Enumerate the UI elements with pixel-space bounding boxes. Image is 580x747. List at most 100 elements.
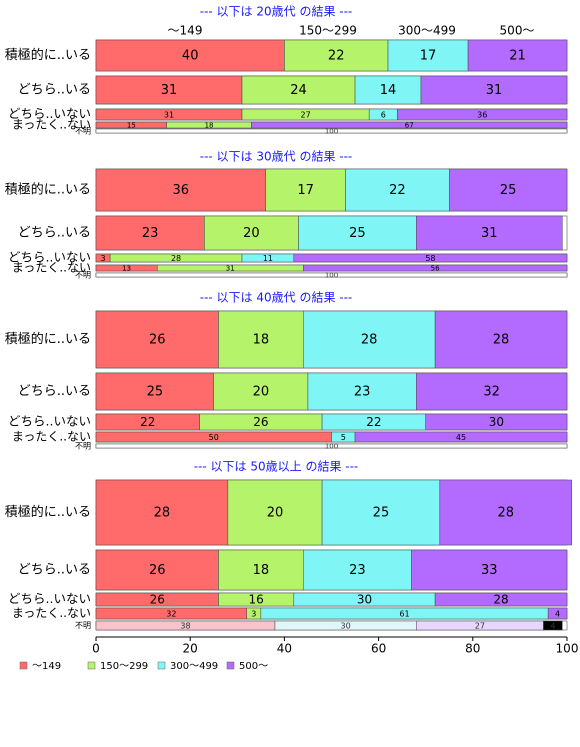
bar-segment [251, 121, 568, 129]
data-label: 28 [171, 254, 181, 263]
legend-swatch [19, 661, 28, 670]
x-tick-label: 40 [277, 642, 292, 656]
bar-segment [95, 272, 568, 278]
bar-segment [95, 39, 285, 72]
data-label: 22 [328, 49, 345, 64]
data-label: 26 [253, 415, 268, 429]
data-label: 18 [205, 122, 214, 130]
category-label: 不明 [75, 271, 91, 280]
data-label: 40 [182, 49, 199, 64]
data-label: 18 [253, 563, 270, 578]
data-label: 27 [301, 111, 311, 120]
legend-swatch [87, 661, 96, 670]
bar-segment [354, 75, 422, 105]
data-label: 26 [150, 593, 165, 607]
bar-segment [218, 549, 304, 591]
bar-segment [420, 75, 568, 105]
bar-segment [95, 443, 568, 449]
bar-segment [307, 372, 417, 411]
data-label: 24 [290, 83, 307, 98]
data-label: 100 [325, 272, 338, 280]
data-label: 30 [357, 593, 372, 607]
bar-segment [204, 215, 299, 251]
category-label: 不明 [75, 127, 91, 136]
data-label: 16 [248, 593, 263, 607]
category-label: まったく..ない [12, 261, 91, 275]
data-label: 45 [456, 433, 466, 442]
bar-segment [95, 310, 219, 369]
bar-segment [449, 168, 568, 212]
data-label: 50 [209, 433, 219, 442]
category-label: 積極的に..いる [5, 331, 91, 347]
bar-segment [345, 168, 450, 212]
bar-segment [95, 549, 219, 591]
bar-segment [218, 310, 304, 369]
data-label: 5 [341, 433, 346, 442]
category-label: 積極的に..いる [5, 47, 91, 63]
data-label: 26 [149, 563, 166, 578]
data-label: 31 [486, 83, 503, 98]
category-label: どちら..いる [18, 83, 91, 98]
data-label: 27 [475, 622, 485, 631]
data-label: 23 [349, 563, 366, 578]
category-label: 不明 [75, 621, 91, 630]
category-label: 不明 [75, 442, 91, 451]
bar-segment [439, 479, 572, 546]
data-label: 4 [555, 610, 560, 619]
bar-segment [397, 108, 568, 121]
column-header-label: 300～499 [398, 24, 456, 38]
bar-segment [321, 479, 441, 546]
bar-segment [95, 372, 214, 411]
bar-segment [425, 413, 568, 431]
bar-segment [302, 310, 436, 369]
data-label: 23 [354, 385, 371, 400]
data-label: 100 [325, 443, 338, 451]
column-header-label: ～149 [168, 24, 203, 38]
data-label: 22 [140, 415, 155, 429]
data-label: 36 [173, 183, 190, 198]
data-label: 20 [253, 385, 270, 400]
data-label: 28 [493, 593, 508, 607]
category-label: どちら..いる [18, 384, 91, 399]
data-label: 67 [405, 122, 414, 130]
data-label: 6 [381, 111, 386, 120]
legend-swatch [226, 661, 235, 670]
data-label: 31 [161, 83, 178, 98]
data-label: 21 [509, 49, 526, 64]
bar-segment [227, 479, 323, 546]
data-label: 100 [325, 128, 338, 136]
data-label: 31 [164, 111, 174, 120]
bar-segment [543, 620, 563, 631]
bar-segment [434, 592, 568, 607]
category-label: 積極的に..いる [5, 504, 91, 520]
bar-segment [416, 215, 563, 251]
group-title: --- 以下は 30歳代 の結果 --- [200, 150, 353, 164]
bar-segment [95, 168, 266, 212]
bar-segment [411, 549, 568, 591]
data-label: 15 [127, 122, 136, 130]
data-label: 23 [142, 226, 159, 241]
legend-label: ～149 [32, 661, 61, 672]
x-tick-label: 20 [183, 642, 198, 656]
column-header-label: 500～ [500, 24, 535, 38]
category-label: まったく..ない [12, 606, 91, 620]
x-tick-label: 100 [556, 642, 579, 656]
bar-segment [416, 372, 568, 411]
data-label: 32 [166, 610, 176, 619]
data-label: 56 [431, 265, 440, 273]
bar-segment [434, 310, 568, 369]
category-label: どちら..いる [18, 563, 91, 578]
data-label: 61 [399, 610, 409, 619]
data-label: 26 [149, 333, 166, 348]
category-label: どちら..いない [8, 250, 91, 265]
legend-label: 500～ [239, 661, 268, 672]
data-label: 17 [420, 49, 437, 64]
data-label: 25 [349, 226, 366, 241]
data-label: 17 [297, 183, 314, 198]
bar-segment [284, 39, 389, 72]
bar-segment [302, 264, 568, 272]
bar-segment [293, 253, 568, 263]
data-label: 31 [481, 226, 498, 241]
category-label: 積極的に..いる [5, 182, 91, 198]
